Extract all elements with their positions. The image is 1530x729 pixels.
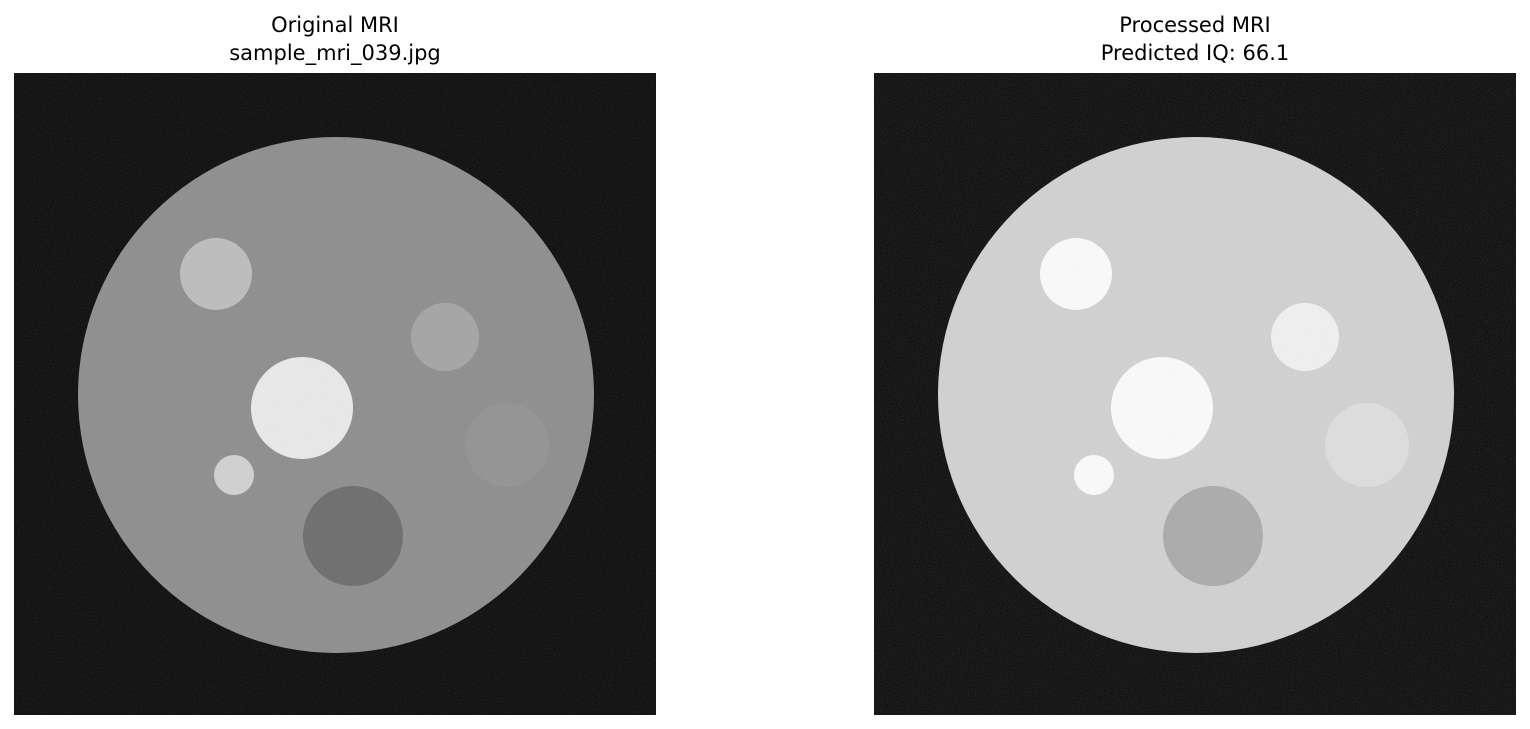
original-mri-image	[14, 73, 656, 715]
processed-mri-panel: Processed MRI Predicted IQ: 66.1	[874, 0, 1516, 729]
original-mri-filename: sample_mri_039.jpg	[229, 41, 441, 65]
predicted-iq-label: Predicted IQ: 66.1	[1100, 41, 1290, 65]
original-mri-title: Original MRI	[271, 13, 399, 37]
processed-mri-image	[874, 73, 1516, 715]
processed-mri-title: Processed MRI	[1119, 13, 1271, 37]
noise-overlay	[874, 73, 1516, 715]
noise-overlay	[14, 73, 656, 715]
original-mri-panel: Original MRI sample_mri_039.jpg	[14, 0, 656, 729]
